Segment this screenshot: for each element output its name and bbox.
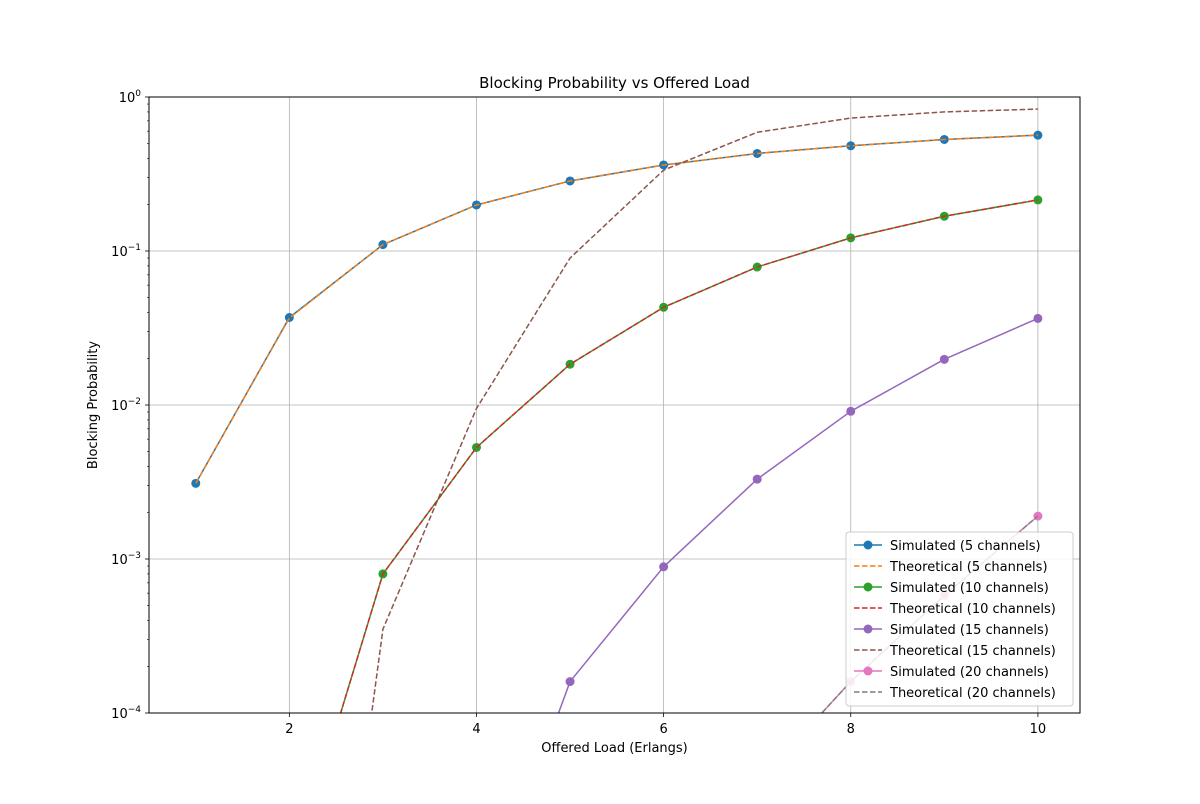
x-tick-label: 4 (472, 722, 480, 737)
y-tick-label: 10−3 (111, 551, 141, 568)
legend-label: Theoretical (20 channels) (889, 686, 1056, 701)
data-point (1033, 130, 1043, 140)
y-tick-exponent: −1 (128, 243, 141, 253)
legend-label: Simulated (10 channels) (890, 581, 1049, 596)
data-point (752, 474, 762, 484)
legend-label: Simulated (15 channels) (890, 623, 1049, 638)
y-tick-exponent: 0 (135, 89, 141, 99)
y-tick-exponent: −3 (128, 551, 141, 561)
series-5 (557, 313, 1043, 713)
y-tick-base: 10 (111, 399, 128, 414)
series-group (191, 108, 1043, 788)
y-tick-base: 10 (111, 245, 128, 260)
legend-label: Theoretical (10 channels) (889, 602, 1056, 617)
y-tick-exponent: −2 (128, 397, 141, 407)
legend-label: Theoretical (15 channels) (889, 644, 1056, 659)
legend-entry: Theoretical (5 channels) (854, 560, 1048, 575)
y-axis-label: Blocking Probability (86, 341, 101, 469)
y-tick-label: 10−1 (111, 243, 141, 260)
y-tick-base: 10 (111, 707, 128, 722)
data-point (846, 406, 856, 416)
data-point (753, 779, 762, 788)
x-axis-label: Offered Load (Erlangs) (541, 741, 688, 756)
series-line (370, 108, 1038, 713)
y-tick-label: 10−2 (111, 397, 141, 414)
series-line (339, 199, 1039, 713)
legend-entry: Simulated (15 channels) (854, 623, 1049, 638)
y-tick-exponent: −4 (128, 705, 142, 715)
legend-box (845, 531, 1074, 707)
data-point (565, 677, 575, 687)
series-6 (370, 108, 1038, 713)
data-point (284, 312, 294, 322)
legend-swatch-marker (863, 540, 873, 550)
series-line (195, 134, 1038, 484)
legend: Simulated (5 channels) Theoretical (5 cha… (845, 531, 1074, 707)
y-tick-base: 10 (111, 553, 128, 568)
data-point (939, 354, 949, 364)
x-tick-label: 10 (1030, 722, 1047, 737)
data-point (846, 141, 856, 151)
legend-entry: Theoretical (10 channels) (854, 602, 1056, 617)
legend-swatch-marker (863, 582, 873, 592)
legend-swatch-marker (863, 666, 873, 676)
series-1 (191, 130, 1043, 488)
data-point (1033, 195, 1043, 205)
legend-entry: Theoretical (20 channels) (854, 686, 1056, 701)
legend-label: Theoretical (5 channels) (889, 560, 1048, 575)
legend-label: Simulated (5 channels) (890, 539, 1041, 554)
data-point (1033, 511, 1043, 521)
x-tick-label: 2 (285, 722, 293, 737)
legend-entry: Theoretical (15 channels) (854, 644, 1056, 659)
data-point (1033, 313, 1043, 323)
y-tick-label: 10−4 (111, 705, 141, 722)
x-tick-label: 6 (659, 722, 667, 737)
x-tick-label: 8 (847, 722, 855, 737)
y-tick-base: 10 (119, 91, 136, 106)
series-4 (339, 199, 1039, 713)
legend-entry: Simulated (10 channels) (854, 581, 1049, 596)
legend-label: Simulated (20 channels) (890, 665, 1049, 680)
series-2 (195, 134, 1038, 484)
y-tick-label: 100 (119, 89, 142, 106)
legend-entry: Simulated (20 channels) (854, 665, 1049, 680)
series-line (339, 199, 1039, 713)
series-line (195, 134, 1038, 484)
series-3 (339, 195, 1043, 713)
chart-title: Blocking Probability vs Offered Load (479, 74, 750, 92)
data-point (659, 562, 669, 572)
legend-swatch-marker (863, 624, 873, 634)
legend-entry: Simulated (5 channels) (854, 539, 1041, 554)
